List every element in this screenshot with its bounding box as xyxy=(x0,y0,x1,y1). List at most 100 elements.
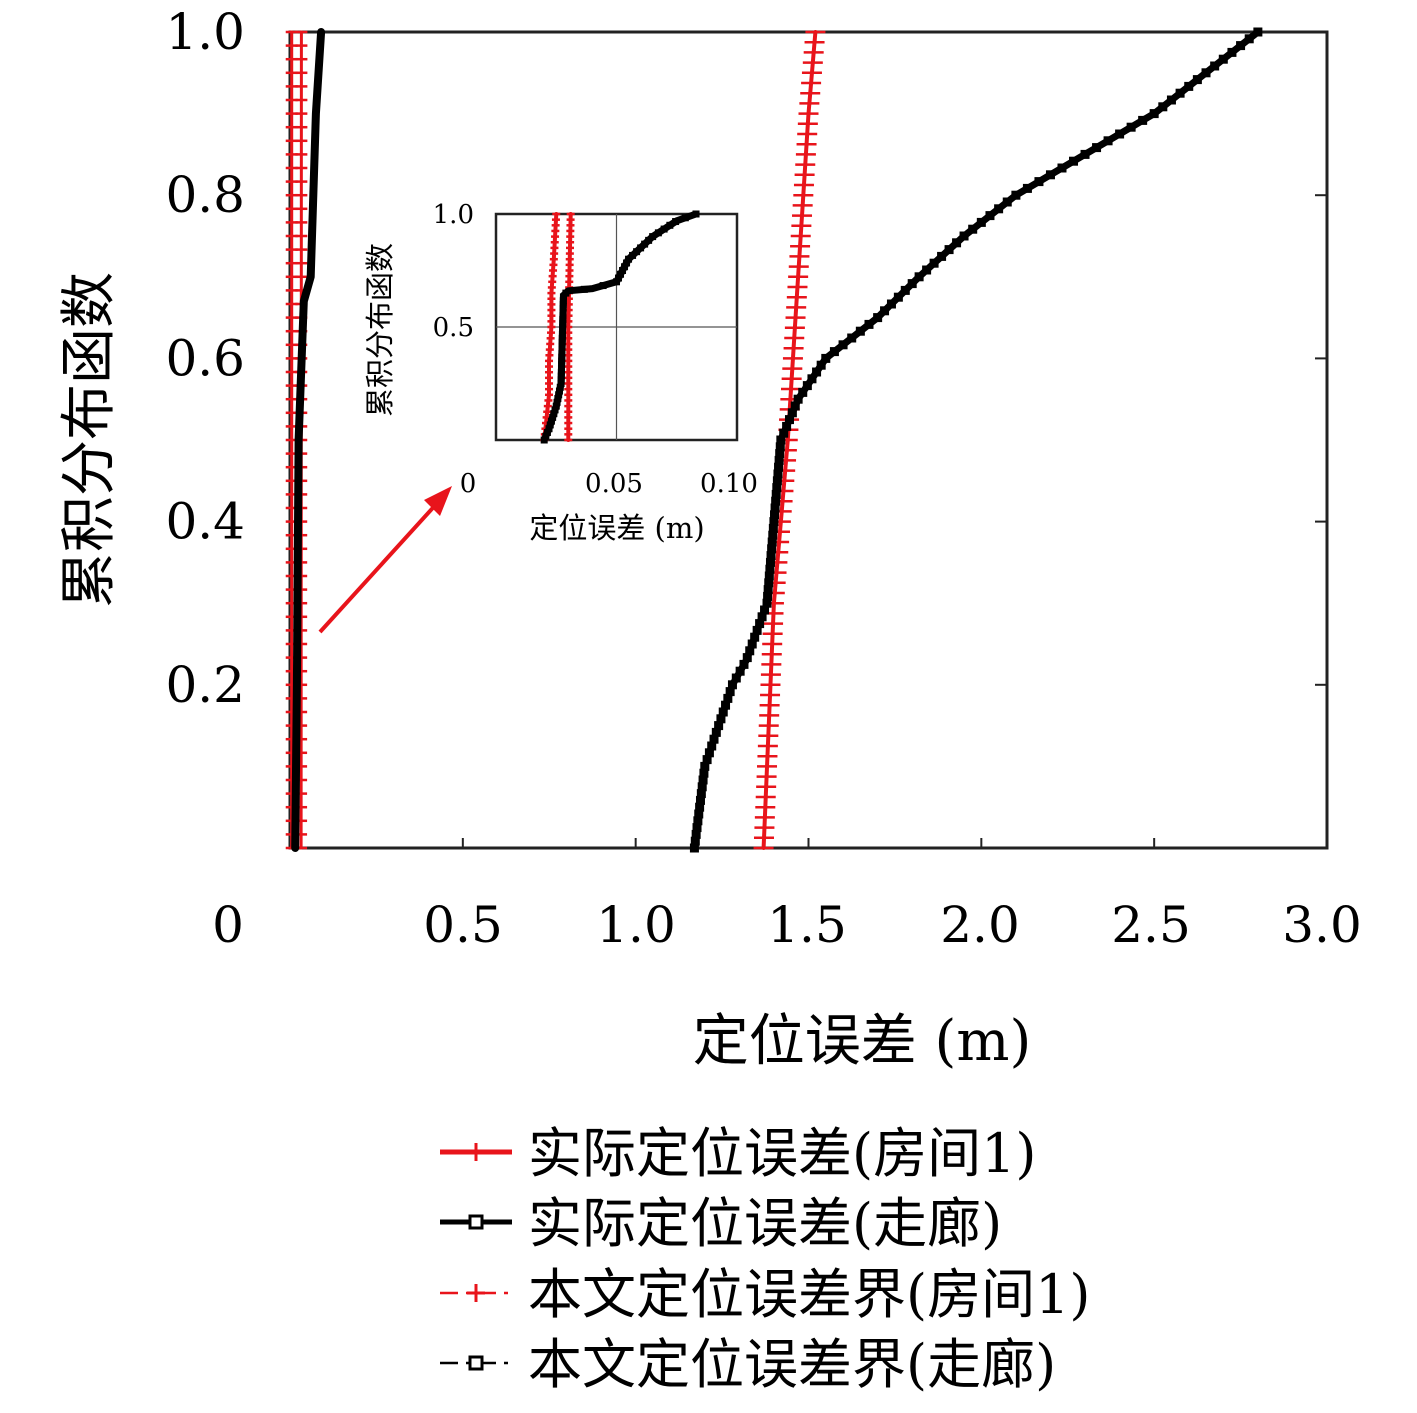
square-marker xyxy=(619,267,627,274)
square-marker xyxy=(760,605,770,615)
square-marker xyxy=(694,809,704,819)
y-tick-label: 0.4 xyxy=(165,493,245,551)
square-marker xyxy=(625,255,633,263)
square-marker xyxy=(893,292,903,302)
square-marker xyxy=(784,415,794,425)
y-tick-label: 0.2 xyxy=(165,656,245,714)
square-marker xyxy=(772,476,782,486)
square-marker xyxy=(976,217,986,227)
square-marker xyxy=(864,319,874,329)
square-marker xyxy=(755,619,765,629)
square-marker xyxy=(771,489,781,499)
square-marker xyxy=(623,259,631,267)
square-marker xyxy=(546,421,554,429)
square-marker xyxy=(549,413,557,421)
square-marker xyxy=(556,383,564,391)
square-marker xyxy=(702,755,712,765)
square-marker xyxy=(559,319,567,327)
square-marker xyxy=(1011,190,1021,200)
y-tick-label: 1.0 xyxy=(165,3,245,61)
square-marker xyxy=(555,387,563,395)
square-marker xyxy=(772,483,782,493)
square-marker xyxy=(802,381,812,391)
x-axis-label: 定位误差 (m) xyxy=(693,1009,1032,1074)
legend-square-marker xyxy=(468,1214,484,1230)
square-marker xyxy=(762,598,772,608)
square-marker xyxy=(1103,136,1113,146)
square-marker xyxy=(838,340,848,350)
square-marker xyxy=(557,380,565,387)
square-marker xyxy=(633,248,641,256)
square-marker xyxy=(770,510,780,520)
square-marker xyxy=(645,236,653,244)
square-marker xyxy=(994,204,1004,214)
square-marker xyxy=(1218,54,1228,64)
square-marker xyxy=(557,364,565,372)
square-marker xyxy=(937,251,947,261)
square-marker xyxy=(764,571,774,581)
square-marker xyxy=(1166,95,1176,105)
square-marker xyxy=(543,428,551,436)
y-tick-label: 0.8 xyxy=(165,166,245,224)
square-marker xyxy=(681,214,689,222)
square-marker xyxy=(1201,68,1211,78)
square-marker xyxy=(558,353,566,361)
square-marker xyxy=(599,282,607,290)
square-marker xyxy=(621,263,629,271)
square-marker xyxy=(558,334,566,342)
square-marker xyxy=(812,367,822,377)
square-marker xyxy=(816,360,826,370)
square-marker xyxy=(562,289,570,297)
square-marker xyxy=(770,503,780,513)
square-marker xyxy=(768,523,778,533)
square-marker xyxy=(1253,27,1263,37)
square-marker xyxy=(787,408,797,418)
square-marker xyxy=(1184,81,1194,91)
square-marker xyxy=(773,469,783,479)
square-marker xyxy=(769,517,779,527)
square-marker xyxy=(580,285,588,293)
y-axis-label: 累积分布函数 xyxy=(57,272,122,608)
inset-x-tick-label: 0 xyxy=(460,469,477,499)
square-marker xyxy=(1022,183,1032,193)
square-marker xyxy=(704,748,714,758)
square-marker xyxy=(731,673,741,683)
square-marker xyxy=(750,632,760,642)
square-marker xyxy=(855,326,865,336)
square-marker xyxy=(551,406,559,414)
square-marker xyxy=(615,274,623,282)
square-marker xyxy=(727,680,737,690)
square-marker xyxy=(768,530,778,540)
square-marker xyxy=(559,308,567,316)
square-marker xyxy=(929,258,939,268)
square-marker xyxy=(763,591,773,601)
square-marker xyxy=(718,707,728,717)
square-marker xyxy=(714,721,724,731)
square-marker xyxy=(558,346,566,354)
square-marker xyxy=(985,211,995,221)
square-marker xyxy=(540,436,548,444)
square-marker xyxy=(914,272,924,282)
square-marker xyxy=(698,775,708,785)
square-marker xyxy=(798,387,808,397)
inset-y-tick-label: 1.0 xyxy=(433,200,474,230)
square-marker xyxy=(922,265,932,275)
square-marker xyxy=(907,279,917,289)
square-marker xyxy=(775,442,785,452)
square-marker xyxy=(559,323,567,331)
square-marker xyxy=(700,761,710,771)
square-marker xyxy=(559,297,567,305)
arrow-annotation xyxy=(318,486,452,634)
square-marker xyxy=(613,278,620,286)
inset-x-tick-label: 0.10 xyxy=(700,469,758,499)
square-marker xyxy=(554,395,562,403)
square-marker xyxy=(689,843,699,853)
x-tick-label: 2.0 xyxy=(940,896,1020,954)
square-marker xyxy=(559,293,567,301)
square-marker xyxy=(690,836,700,846)
square-marker xyxy=(764,578,774,588)
legend-entry: 实际定位误差(走廊) xyxy=(528,1192,1002,1255)
square-marker xyxy=(779,428,789,438)
main-axes-ticks: 0 0.5 1.0 1.5 2.0 2.5 3.0 0.2 0.4 0.6 0.8 1.0 xyxy=(165,3,1361,954)
